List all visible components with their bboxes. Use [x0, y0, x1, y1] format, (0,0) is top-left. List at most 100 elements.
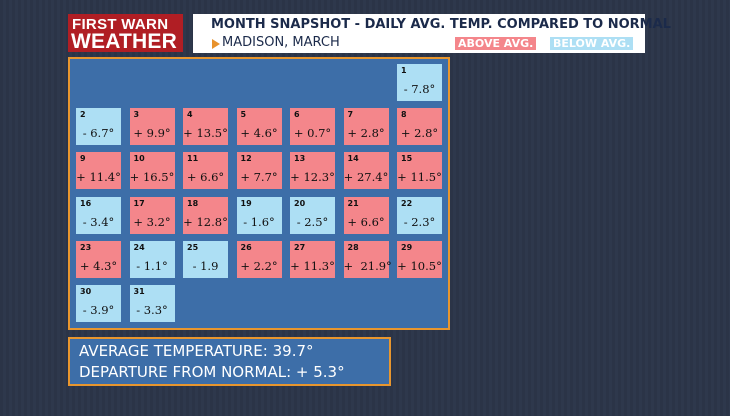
day-number: 24	[133, 242, 145, 252]
day-number: 20	[294, 198, 306, 208]
departure: - 7.8°	[403, 82, 436, 96]
day-cell: 21 + 6.6°	[343, 196, 389, 234]
departure: + 27.4°	[343, 170, 389, 185]
departure: + 2.8°	[400, 126, 439, 141]
departure: + 4.3°	[79, 258, 118, 273]
day-number: 26	[240, 242, 252, 252]
day-number: 16	[80, 198, 92, 208]
day-cell: 7 + 2.8°	[343, 108, 389, 146]
calendar: 1 - 7.8° 2 - 6.7° 3 + 9.9° 4 + 13.5° 5 + 4.6° 6 + 0…	[68, 57, 450, 330]
pointer-icon	[212, 39, 220, 49]
departure: - 1.1°	[136, 258, 168, 273]
day-number: 4	[187, 110, 193, 120]
day-cell: 29 + 10.5°	[397, 240, 442, 278]
legend-below: BELOW AVG.	[550, 37, 634, 50]
day-number: 17	[133, 198, 145, 208]
departure: - 2.3°	[403, 214, 436, 229]
departure: - 3.4°	[82, 214, 115, 229]
departure: - 1.9	[192, 258, 219, 273]
logo: FIRST WARN WEATHER	[68, 14, 183, 52]
summary: AVERAGE TEMPERATURE: 39.7° DEPARTURE FRO…	[68, 337, 391, 386]
day-cell: 16 - 3.4°	[76, 196, 121, 234]
day-cell: 18 + 12.8°	[183, 196, 228, 234]
day-number: 6	[294, 110, 300, 120]
day-cell: 24 - 1.1°	[129, 240, 175, 278]
day-cell: 10 + 16.5°	[129, 152, 175, 190]
summary-line: DEPARTURE FROM NORMAL: + 5.3°	[79, 363, 345, 381]
day-cell: 20 - 2.5°	[290, 196, 335, 234]
header: MONTH SNAPSHOT - DAILY AVG. TEMP. COMPAR…	[193, 14, 671, 53]
day-number: 29	[401, 242, 413, 252]
day-number: 19	[240, 198, 252, 208]
departure: + 12.3°	[290, 170, 335, 185]
day-cell: 25 - 1.9	[183, 240, 228, 278]
day-number: 27	[294, 242, 306, 252]
day-number: 30	[80, 287, 92, 296]
departure: - 1.6°	[243, 214, 275, 229]
day-cell: 6 + 0.7°	[290, 108, 335, 146]
departure: + 2.2°	[240, 258, 278, 273]
departure: + 12.8°	[183, 214, 228, 229]
day-cell: 27 + 11.3°	[290, 240, 335, 278]
day-number: 5	[240, 110, 247, 120]
day-cell: 30 - 3.9°	[76, 285, 121, 322]
day-cell: 4 + 13.5°	[183, 108, 228, 146]
day-cell: 3 + 9.9°	[129, 108, 175, 146]
day-number: 31	[133, 287, 145, 296]
departure: - 3.3°	[136, 303, 168, 317]
departure: - 2.5°	[296, 214, 329, 229]
day-number: 21	[347, 198, 359, 208]
day-cell: 2 - 6.7°	[76, 108, 121, 146]
day-cell: 23 + 4.3°	[76, 240, 121, 278]
departure: + 11.3°	[290, 258, 335, 273]
day-cell: 11 + 6.6°	[183, 152, 228, 190]
day-number: 15	[401, 154, 413, 164]
departure: + 10.5°	[397, 258, 442, 273]
summary-line: AVERAGE TEMPERATURE: 39.7°	[79, 342, 314, 360]
departure: + 21.9°	[343, 258, 392, 273]
departure: + 0.7°	[293, 126, 332, 141]
departure: + 3.2°	[133, 214, 171, 229]
day-number: 2	[80, 110, 86, 120]
departure: + 6.6°	[186, 170, 225, 185]
departure: + 11.5°	[397, 170, 442, 185]
departure: + 13.5°	[183, 126, 228, 141]
day-number: 1	[401, 66, 407, 75]
day-cell: 19 - 1.6°	[236, 196, 282, 234]
day-cell: 14 + 27.4°	[343, 152, 389, 190]
day-number: 18	[187, 198, 199, 208]
departure: + 7.7°	[240, 170, 278, 185]
day-cell: 8 + 2.8°	[397, 108, 442, 146]
departure: - 3.9°	[82, 303, 115, 317]
day-cell: 28 + 21.9°	[343, 240, 392, 278]
day-number: 7	[347, 110, 354, 120]
day-number: 23	[80, 242, 92, 252]
day-number: 28	[347, 242, 359, 252]
day-cell: 26 + 2.2°	[236, 240, 282, 278]
day-number: 22	[401, 198, 413, 208]
day-cell: 9 + 11.4°	[76, 152, 121, 190]
day-number: 13	[294, 154, 306, 164]
day-cell: 13 + 12.3°	[290, 152, 335, 190]
day-cell: 31 - 3.3°	[129, 285, 175, 322]
departure: + 4.6°	[240, 126, 278, 141]
departure: + 16.5°	[129, 170, 175, 185]
title: MONTH SNAPSHOT - DAILY AVG. TEMP. COMPAR…	[211, 17, 671, 32]
day-number: 3	[133, 110, 140, 120]
day-number: 10	[133, 154, 145, 164]
departure: - 6.7°	[82, 126, 115, 141]
departure: + 9.9°	[133, 126, 171, 141]
day-cell: 5 + 4.6°	[236, 108, 282, 146]
day-number: 9	[80, 154, 86, 164]
day-number: 11	[187, 154, 199, 164]
day-cell: 1 - 7.8°	[397, 64, 442, 101]
subtitle: MADISON, MARCH	[222, 35, 340, 50]
logo-line: FIRST WARN	[72, 16, 169, 33]
day-number: 14	[347, 154, 359, 164]
departure: + 6.6°	[347, 214, 385, 229]
day-number: 25	[187, 242, 199, 252]
legend-above: ABOVE AVG.	[455, 37, 537, 50]
day-cell: 15 + 11.5°	[397, 152, 442, 190]
logo-line: WEATHER	[71, 30, 178, 53]
